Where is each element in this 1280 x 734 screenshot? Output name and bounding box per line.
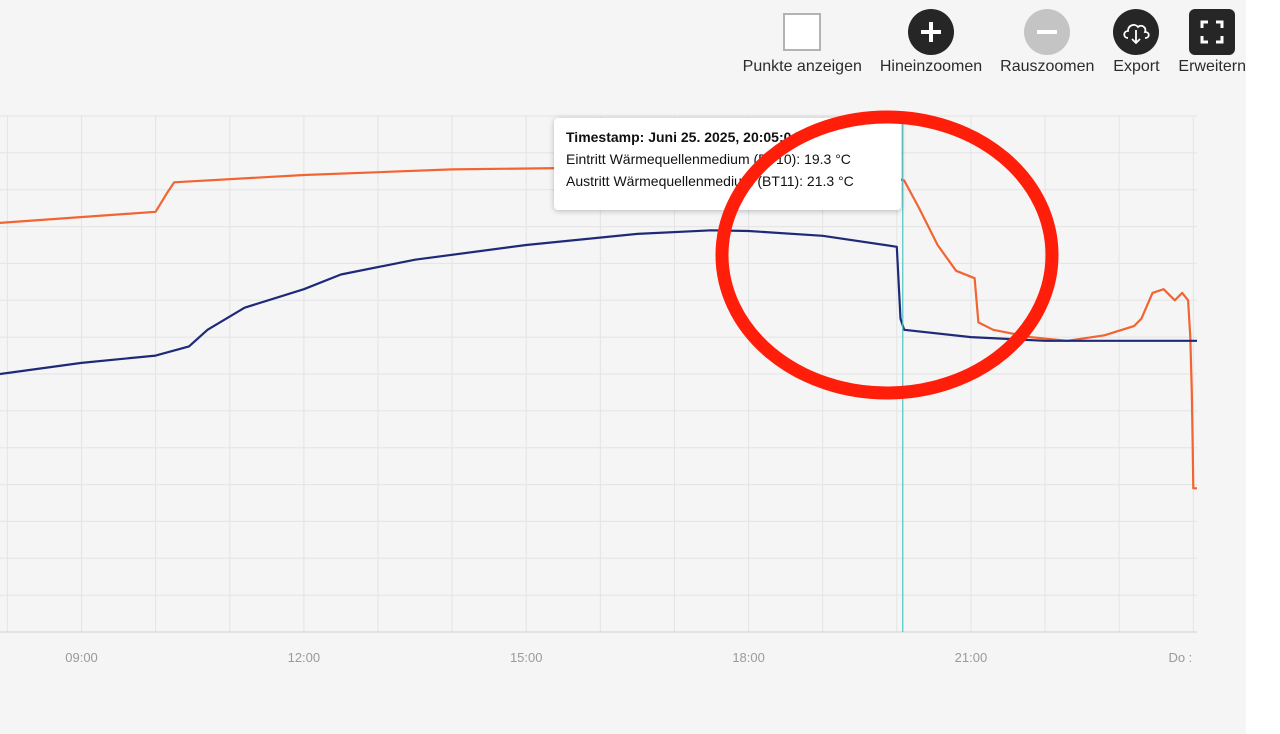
- export-label: Export: [1113, 58, 1160, 75]
- x-tick-label: 18:00: [732, 650, 765, 665]
- fullscreen-icon: [1189, 9, 1236, 55]
- x-tick-label: 09:00: [65, 650, 98, 665]
- minus-icon: [1024, 9, 1071, 55]
- zoom-in-button[interactable]: Hineinzoomen: [880, 8, 982, 76]
- cloud-download-icon: [1113, 9, 1160, 55]
- tooltip-line-bt10: Eintritt Wärmequellenmedium (BT10): 19.3…: [566, 151, 851, 167]
- x-tick-label: 12:00: [288, 650, 321, 665]
- x-tick-label: 15:00: [510, 650, 543, 665]
- series-line-orange: [0, 166, 1197, 490]
- x-tick-label: 21:00: [955, 650, 988, 665]
- chart-tooltip: Timestamp: Juni 25. 2025, 20:05:04 Eintr…: [554, 118, 901, 210]
- series-line-navy: [0, 229, 1197, 376]
- tooltip-line-bt11: Austritt Wärmequellenmedium (BT11): 21.3…: [566, 173, 854, 189]
- line-chart[interactable]: 09:00 12:00 15:00 18:00 21:00 Do :: [0, 0, 1246, 734]
- show-points-label: Punkte anzeigen: [742, 58, 862, 75]
- chart-toolbar: Punkte anzeigen Hineinzoomen Rauszoomen: [725, 8, 1246, 76]
- show-points-toggle[interactable]: Punkte anzeigen: [743, 8, 862, 76]
- zoom-out-button[interactable]: Rauszoomen: [1000, 8, 1094, 76]
- plus-icon: [908, 9, 954, 55]
- expand-button[interactable]: Erweitern: [1178, 8, 1246, 76]
- zoom-out-label: Rauszoomen: [1000, 58, 1095, 75]
- x-tick-label: Do :: [1168, 650, 1192, 665]
- export-button[interactable]: Export: [1112, 8, 1160, 76]
- zoom-in-label: Hineinzoomen: [879, 58, 983, 75]
- expand-label: Erweitern: [1178, 58, 1246, 75]
- checkbox-icon[interactable]: [783, 13, 822, 51]
- tooltip-timestamp: Timestamp: Juni 25. 2025, 20:05:04: [566, 129, 800, 145]
